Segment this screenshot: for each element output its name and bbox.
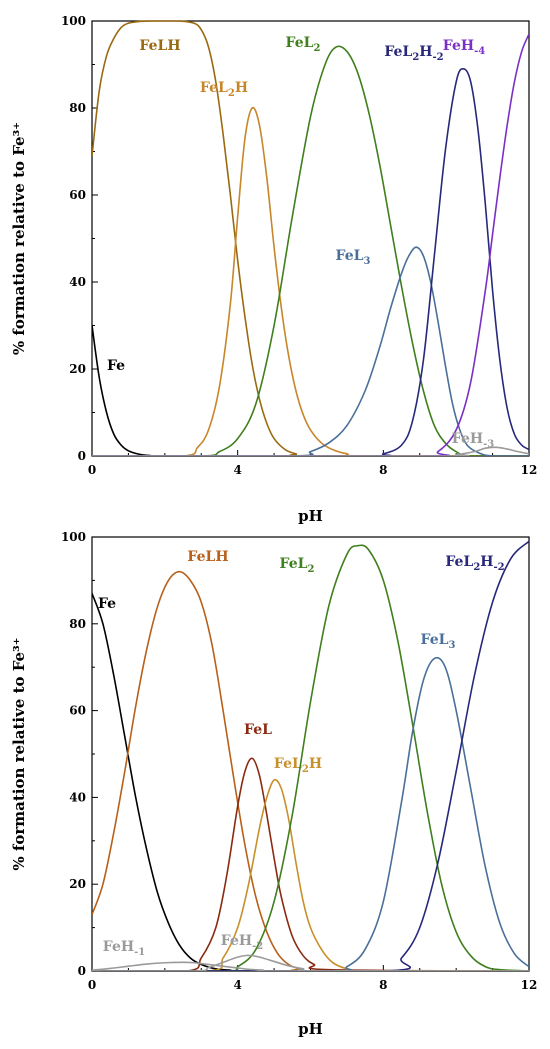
series-label-feh-3: FeH-3	[452, 431, 494, 450]
series-label-fel3: FeL3	[336, 248, 371, 267]
x-tick-label: 0	[88, 978, 96, 992]
series-label-fel2: FeL2	[286, 35, 321, 54]
x-tick-label: 4	[233, 463, 241, 477]
x-axis-label: pH	[298, 1020, 323, 1038]
series-line-fel	[92, 757, 529, 971]
x-tick-label: 12	[521, 463, 538, 477]
y-tick-label: 20	[69, 877, 86, 891]
y-axis-label: % formation relative to Fe³⁺	[10, 122, 28, 355]
x-axis-label: pH	[298, 507, 323, 525]
series-label-fel2h-2: FeL2H-2	[445, 554, 504, 573]
y-tick-label: 40	[69, 790, 86, 804]
chart-panel-bottom: 0 20 40 60 80 100 0 4 8 12 pH % formation relative …	[10, 530, 537, 1038]
series-line-fel2	[92, 544, 529, 971]
series-label-feh-2: FeH-2	[221, 933, 263, 952]
y-axis-label: % formation relative to Fe³⁺	[10, 637, 28, 870]
y-tick-label: 60	[69, 704, 86, 718]
series-line-fel3	[92, 656, 529, 971]
series-label-fel3: FeL3	[421, 632, 456, 651]
y-tick-label: 60	[69, 188, 86, 202]
series-label-fel2h: FeL2H	[274, 756, 322, 775]
series-line-felh	[92, 20, 529, 456]
y-tick-label: 20	[69, 362, 86, 376]
x-tick-label: 8	[379, 463, 387, 477]
series-line-feh-4	[92, 33, 529, 456]
y-tick-label: 0	[78, 449, 86, 463]
series-label-fel2h-2: FeL2H-2	[384, 44, 443, 63]
x-tick-label: 4	[233, 978, 241, 992]
x-tick-label: 12	[521, 978, 538, 992]
plot-frame	[91, 20, 530, 457]
x-tick-label: 0	[88, 463, 96, 477]
series-label-fel2h: FeL2H	[200, 80, 248, 99]
series-label-felh: FeLH	[187, 549, 228, 565]
series-line-fel2h	[92, 778, 529, 971]
series-label-feh-1: FeH-1	[103, 939, 145, 958]
series-label-felh: FeLH	[139, 38, 180, 54]
series-label-fel2: FeL2	[280, 556, 315, 575]
y-tick-label: 80	[69, 101, 86, 115]
series-line-feh-2	[92, 954, 529, 971]
y-tick-label: 80	[69, 617, 86, 631]
y-tick-label: 100	[61, 14, 86, 28]
x-tick-label: 8	[379, 978, 387, 992]
series-line-fel2h	[92, 106, 529, 456]
series-label-fel: FeL	[244, 722, 272, 738]
series-line-fe	[92, 325, 529, 456]
series-label-fe: Fe	[107, 358, 125, 374]
series-line-feh-1	[92, 961, 529, 971]
series-line-fel2	[92, 45, 529, 456]
series-label-feh-4: FeH-4	[443, 38, 485, 57]
series-line-fel2h-2	[92, 68, 529, 456]
series-label-fe: Fe	[98, 596, 116, 612]
y-tick-label: 100	[61, 530, 86, 544]
y-tick-label: 0	[78, 964, 86, 978]
series-line-feh-3	[92, 446, 529, 456]
plot-frame	[91, 536, 530, 972]
series-line-fel2h-2	[92, 540, 529, 971]
chart-panel-top: 0 20 40 60 80 100 0 4 8 12 pH % formation relative …	[10, 14, 537, 525]
series-line-fe	[92, 593, 529, 971]
series-line-fel3	[92, 246, 529, 456]
y-tick-label: 40	[69, 275, 86, 289]
series-line-felh	[92, 570, 529, 971]
